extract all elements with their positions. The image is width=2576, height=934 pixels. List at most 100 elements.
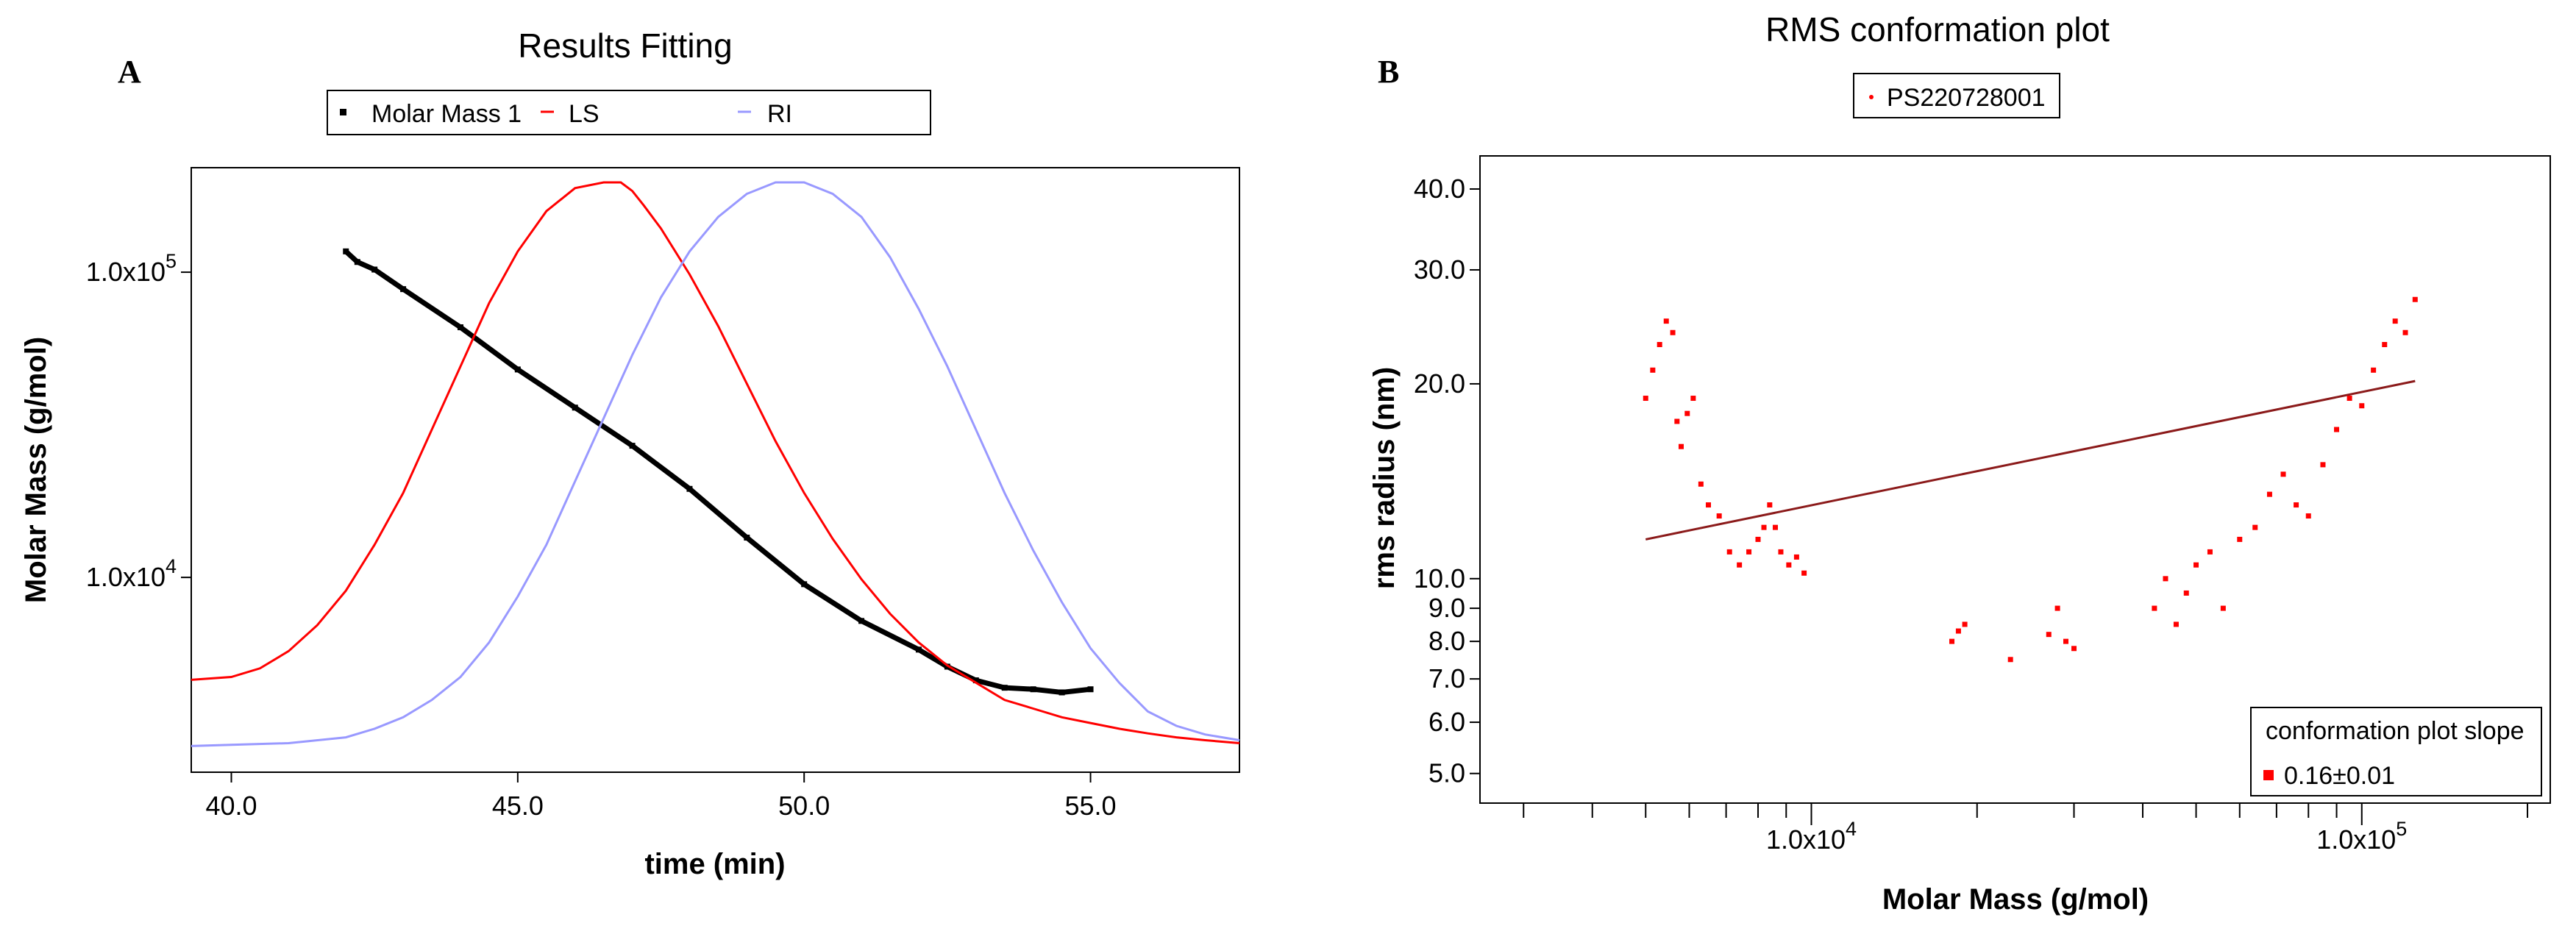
series-sample-point (1690, 396, 1696, 402)
series-sample-point (2063, 638, 2069, 644)
series-sample-point (1726, 549, 1732, 555)
chart-a-legend-box (327, 90, 931, 135)
chart-a-plot-area (191, 167, 1240, 773)
panel-label-a: A (118, 54, 141, 90)
series-molar-mass-1-point (801, 581, 808, 588)
chart-a-x-ticks: 40.0 45.0 50.0 55.0 (205, 772, 1117, 821)
series-sample-point (2252, 524, 2258, 530)
series-sample-point (1650, 367, 1656, 373)
chart-b-y-tick-label: 9.0 (1428, 593, 1465, 623)
fit-legend-marker (2263, 770, 2274, 780)
chart-b-x-tick-label-exp: 4 (1846, 818, 1857, 840)
chart-a-x-tick-label: 55.0 (1065, 791, 1117, 821)
series-sample-point (2359, 403, 2365, 409)
series-sample-point (2412, 296, 2418, 302)
series-sample-point (1778, 549, 1784, 555)
series-sample-point (2163, 576, 2168, 582)
chart-a-x-axis-label: time (min) (644, 848, 785, 880)
chart-b-fit-legend: conformation plot slope 0.16±0.01 (2250, 707, 2542, 796)
series-sample-point (1663, 318, 1669, 324)
fit-legend-value: 0.16±0.01 (2284, 762, 2395, 790)
chart-b-x-axis-label: Molar Mass (g/mol) (1882, 883, 2149, 916)
series-sample-point (2402, 329, 2408, 335)
series-sample-point (2382, 342, 2388, 348)
chart-a-y-ticks: 1.0x104 1.0x105 (86, 250, 191, 592)
series-sample-point (2334, 427, 2340, 432)
chart-a-x-tick-label: 45.0 (492, 791, 544, 821)
series-molar-mass-1-point (400, 286, 407, 293)
series-sample-point (2173, 621, 2179, 627)
series-sample-point (2220, 605, 2226, 611)
chart-a-x-tick-label: 40.0 (205, 791, 257, 821)
chart-b-y-tick-label: 6.0 (1428, 707, 1465, 737)
legend-marker-molar-mass (340, 109, 346, 115)
series-sample-point (1761, 524, 1767, 530)
series-sample-point (2237, 536, 2243, 542)
chart-a-y-axis-label: Molar Mass (g/mol) (20, 337, 52, 603)
series-sample-point (2305, 513, 2311, 519)
series-sample-point (1657, 342, 1662, 348)
series-molar-mass-1-point (457, 324, 463, 330)
chart-b-title: RMS conformation plot (1765, 10, 2110, 49)
series-molar-mass-1-point (371, 266, 378, 273)
chart-a-title: Results Fitting (518, 26, 732, 65)
chart-b-fit-legend-box (2250, 707, 2542, 796)
chart-b-y-tick-label: 7.0 (1428, 663, 1465, 694)
series-sample-point (1706, 502, 1712, 508)
legend-label-sample: PS220728001 (1887, 84, 2046, 112)
chart-a-legend: Molar Mass 1 LS RI (327, 90, 931, 135)
series-sample-point (1755, 536, 1761, 542)
series-sample-point (1962, 621, 1968, 627)
chart-b-x-tick-label-base: 1.0x10 (1766, 824, 1846, 855)
chart-b-series (1643, 296, 2418, 663)
chart-a-x-tick-label: 50.0 (778, 791, 830, 821)
chart-b-legend-box (1853, 73, 2060, 118)
chart-b-y-tick-label: 40.0 (1414, 174, 1465, 204)
series-sample-point (1643, 396, 1648, 402)
chart-b-y-axis-label: rms radius (nm) (1368, 367, 1401, 589)
panel-label-b: B (1378, 54, 1399, 90)
chart-a-series (191, 181, 1240, 747)
chart-b-y-ticks: 5.0 6.0 7.0 8.09.010.0 20.0 30.0 40.0 (1414, 174, 1480, 788)
series-ls-line (191, 181, 1240, 744)
series-molar-mass-1-point (1087, 686, 1094, 693)
chart-b-y-tick-label: 8.0 (1428, 626, 1465, 656)
chart-a-y-tick-label: 1.0x105 (86, 250, 177, 287)
series-sample-point (2320, 462, 2326, 468)
series-sample-point (1684, 410, 1690, 416)
series-sample-point (1670, 329, 1676, 335)
series-sample-point (1949, 638, 1955, 644)
series-sample-point (1793, 554, 1799, 560)
series-sample-point (1801, 570, 1807, 576)
series-sample-point (2054, 605, 2060, 611)
chart-b-x-ticks: 1.0x104 1.0x105 (1523, 803, 2529, 855)
series-sample-point (1678, 443, 1684, 449)
series-sample-point (2294, 502, 2299, 508)
series-molar-mass-1-point (572, 404, 578, 411)
chart-b-legend: PS220728001 (1853, 73, 2060, 118)
series-sample-point (2280, 471, 2286, 477)
chart-b-y-tick-label: 5.0 (1428, 758, 1465, 788)
series-molar-mass-1-point (1030, 686, 1036, 693)
series-molar-mass-1-point (915, 646, 922, 653)
series-sample-point (1737, 562, 1743, 568)
series-sample-point (2371, 367, 2377, 373)
chart-b-y-tick-label: 10.0 (1414, 563, 1465, 593)
series-molar-mass-1-point (1001, 685, 1008, 691)
legend-label-ri: RI (767, 100, 792, 128)
series-molar-mass-1-point (629, 443, 636, 449)
panel-a: A Results Fitting Molar Mass 1 LS RI 40.… (20, 26, 1240, 880)
series-sample-point (1698, 481, 1704, 487)
fit-legend-title: conformation plot slope (2266, 717, 2525, 745)
chart-b-fit (1645, 379, 2416, 541)
series-molar-mass-1-point (744, 535, 750, 541)
chart-a-y-tick-label-base: 1.0x10 (86, 562, 166, 592)
chart-a-y-tick-label-exp: 4 (166, 555, 177, 577)
chart-b-x-tick-label-base: 1.0x10 (2316, 824, 2396, 855)
series-sample-point (1772, 524, 1778, 530)
series-sample-point (2183, 590, 2189, 596)
series-molar-mass-1-point (686, 485, 693, 492)
series-molar-mass-1-point (514, 366, 521, 373)
series-sample-point (1767, 502, 1773, 508)
